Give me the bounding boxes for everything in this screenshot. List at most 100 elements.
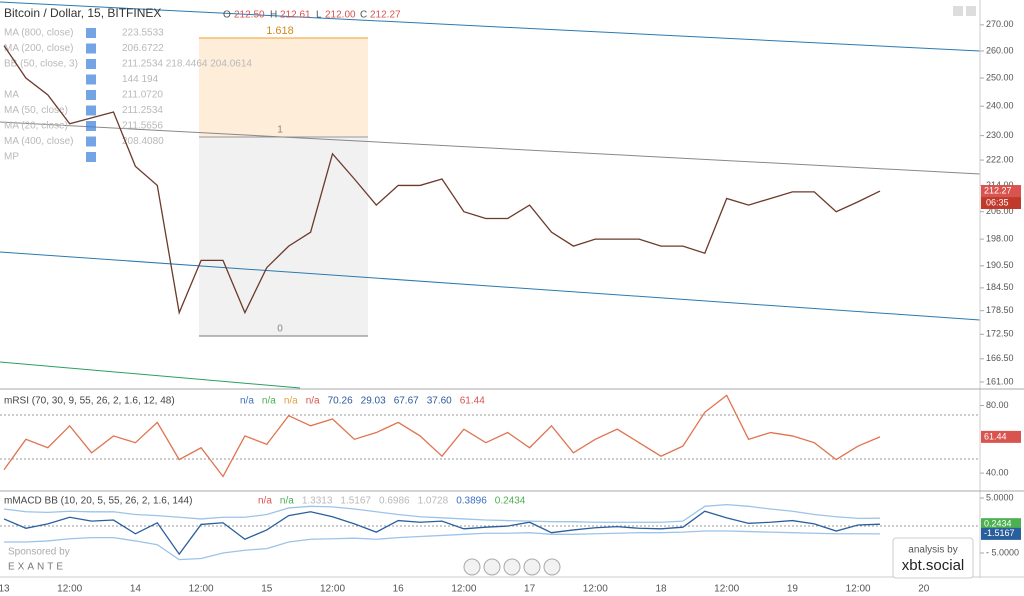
indicator-toggle[interactable] [86, 74, 96, 85]
y-tick-label: 198.00 [986, 233, 1014, 243]
zoom-controls [463, 558, 561, 576]
scroll-right-button[interactable] [543, 558, 561, 576]
scroll-left-button[interactable] [463, 558, 481, 576]
indicator-value: 70.26 [328, 396, 353, 407]
indicator-value: 144 194 [122, 74, 159, 85]
series-line [3, 503, 881, 523]
ohlc-value: 212.00 [325, 10, 356, 21]
last-value-box [981, 185, 1021, 198]
indicator-value: 1.0728 [418, 496, 449, 507]
indicator-toggle[interactable] [86, 121, 96, 131]
indicator-value: 206.6722 [122, 43, 164, 54]
countdown-label: 06:35 [986, 197, 1009, 207]
x-tick-label: 12:00 [714, 584, 739, 595]
indicator-value: 211.0720 [122, 90, 163, 101]
x-tick-label: 13 [0, 584, 10, 595]
x-tick-label: 12:00 [451, 584, 476, 595]
ohlc-label: L [316, 10, 322, 21]
ohlc-value: 212.27 [370, 10, 401, 21]
fib-lower-zone [199, 137, 368, 336]
fib-label: 1 [277, 125, 283, 136]
indicator-value: n/a [258, 496, 272, 507]
indicator-toggle[interactable] [86, 136, 96, 147]
last-value-label: 212.27 [984, 185, 1012, 195]
x-tick-label: 17 [524, 584, 536, 595]
ohlc-label: O [223, 10, 231, 21]
indicator-value: 67.67 [394, 396, 419, 407]
y-tick-label: 214.00 [986, 180, 1014, 190]
ohlc-value: 212.61 [280, 10, 311, 21]
y-tick-label: 184.50 [986, 282, 1014, 292]
x-tick-label: 12:00 [189, 584, 214, 595]
fib-label: 1.618 [266, 25, 294, 37]
series-line [3, 510, 881, 556]
indicator-value: n/a [280, 496, 294, 507]
x-tick-label: 18 [655, 584, 667, 595]
series-line [3, 45, 881, 315]
fib-upper-zone [199, 38, 368, 137]
indicator-toggle[interactable] [86, 28, 96, 38]
series-line [4, 530, 881, 561]
indicator-value: 37.60 [427, 396, 452, 407]
trend-line [0, 121, 981, 175]
indicator-toggle[interactable] [86, 105, 96, 116]
indicator-name: MA (20, close) [4, 121, 68, 132]
indicator-value: n/a [284, 396, 298, 407]
y-tick-label: 178.50 [986, 305, 1014, 315]
symbol-title: Bitcoin / Dollar, 15, BITFINEX [4, 6, 161, 20]
y-tick-label: - 5.0000 [986, 547, 1019, 557]
indicator-toggle[interactable] [86, 59, 96, 69]
indicator-value: 1.3313 [302, 496, 333, 507]
time-box [981, 197, 1021, 210]
trend-line [0, 251, 981, 321]
trend-line [0, 361, 301, 389]
indicator-value: 223.5533 [122, 28, 164, 39]
indicator-value: n/a [262, 396, 276, 407]
indicator-value: 29.03 [361, 396, 386, 407]
pane-button[interactable] [966, 6, 976, 16]
zoom-out-button[interactable] [483, 558, 501, 576]
pane-button[interactable] [953, 6, 963, 16]
y-tick-label: 190.50 [986, 260, 1014, 270]
reset-button[interactable] [503, 558, 521, 576]
x-tick-label: 12:00 [320, 584, 345, 595]
trend-line [0, 1, 981, 52]
series-line [3, 394, 881, 478]
indicator-toggle[interactable] [86, 43, 96, 54]
y-tick-label: 240.00 [986, 101, 1014, 111]
sponsor-name: EXANTE [8, 562, 66, 573]
y-tick-label: 250.00 [986, 72, 1014, 82]
fib-label: 0 [277, 324, 283, 335]
y-tick-label: 166.50 [986, 353, 1014, 363]
ohlc-label: H [270, 10, 277, 21]
x-tick-label: 12:00 [583, 584, 608, 595]
brand-label: analysis by [908, 545, 957, 556]
indicator-value: 211.5656 [122, 121, 163, 132]
indicator-toggle[interactable] [86, 152, 96, 162]
last-value-label: 0.2434 [984, 519, 1012, 529]
y-tick-label: 161.00 [986, 376, 1014, 386]
sponsor-label: Sponsored by [8, 547, 70, 558]
indicator-value: n/a [306, 396, 320, 407]
indicator-value: 211.2534 218.4464 204.0614 [122, 59, 252, 70]
last-value-box [981, 518, 1021, 531]
y-tick-label: 222.00 [986, 154, 1014, 164]
indicator-title: mMACD BB (10, 20, 5, 55, 26, 2, 1.6, 144… [4, 496, 192, 507]
last-value-label: 61.44 [984, 431, 1007, 441]
last-value-box [981, 430, 1021, 443]
indicator-name: MA [4, 90, 19, 101]
indicator-toggle[interactable] [86, 90, 96, 100]
x-tick-label: 12:00 [846, 584, 871, 595]
indicator-name: MA (50, close) [4, 105, 68, 116]
indicator-name: MA (400, close) [4, 136, 73, 147]
x-tick-label: 20 [918, 584, 930, 595]
y-tick-label: 5.0000 [986, 492, 1014, 502]
y-tick-label: 80.00 [986, 400, 1009, 410]
x-tick-label: 14 [130, 584, 142, 595]
brand-box [892, 537, 974, 579]
zoom-in-button[interactable] [523, 558, 541, 576]
last-value-box [981, 527, 1021, 540]
